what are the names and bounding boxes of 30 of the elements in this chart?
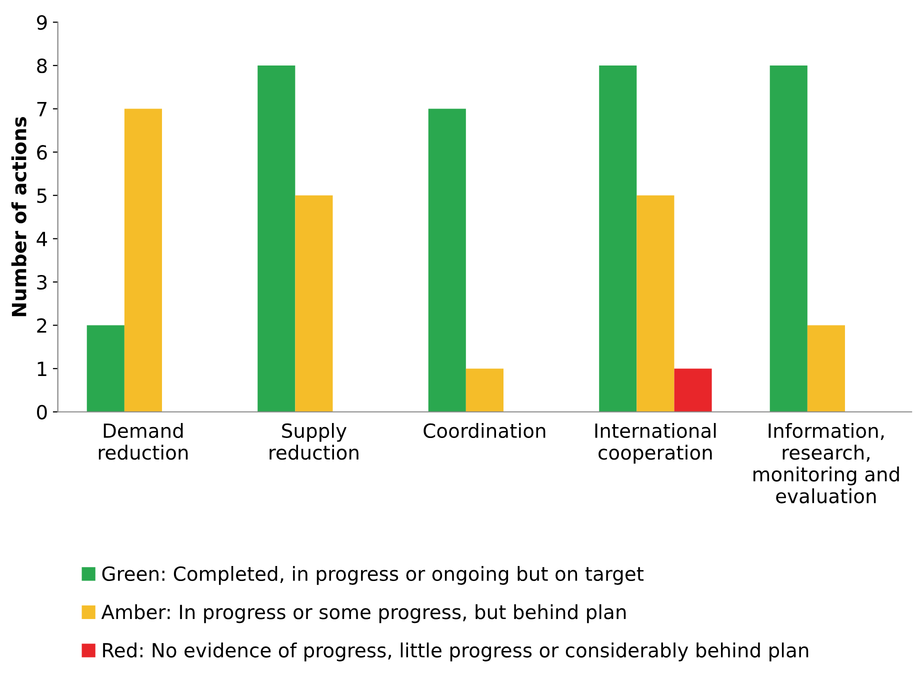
bar <box>258 66 296 412</box>
y-tick-label: 1 <box>38 362 46 376</box>
y-tick-label: 7 <box>37 102 46 116</box>
x-tick-label: Information, research, monitoring and evaluation <box>754 422 899 504</box>
bar <box>770 66 808 412</box>
legend-label: Red: No evidence of progress, little progress or considerably behind plan <box>103 642 808 662</box>
legend-label: Amber: In progress or some progress, but behind plan <box>101 604 626 624</box>
y-tick-label: 3 <box>37 274 47 290</box>
bar <box>674 368 712 412</box>
y-tick-label: 0 <box>37 404 47 420</box>
y-tick-label: 4 <box>36 232 48 246</box>
y-axis-title: Number of actions <box>11 117 26 316</box>
y-tick-label: 8 <box>37 58 47 74</box>
y-tick-label: 6 <box>37 145 47 160</box>
bar <box>124 108 162 412</box>
bar <box>807 325 845 412</box>
bar <box>295 195 333 412</box>
bar <box>466 368 504 412</box>
y-tick-label: 9 <box>36 15 47 30</box>
bar <box>86 325 124 412</box>
x-tick-label: Supply reduction <box>270 422 358 460</box>
x-tick-label: International cooperation <box>595 422 716 464</box>
x-tick-label: Demand reduction <box>98 422 188 460</box>
bar <box>599 66 637 412</box>
y-tick-label: 5 <box>37 188 46 204</box>
bar <box>428 108 466 412</box>
bar <box>636 195 674 412</box>
y-tick-label: 2 <box>37 318 46 333</box>
x-tick-label: Coordination <box>424 422 546 438</box>
legend-label: Green: Completed, in progress or ongoing but on target <box>102 566 644 585</box>
